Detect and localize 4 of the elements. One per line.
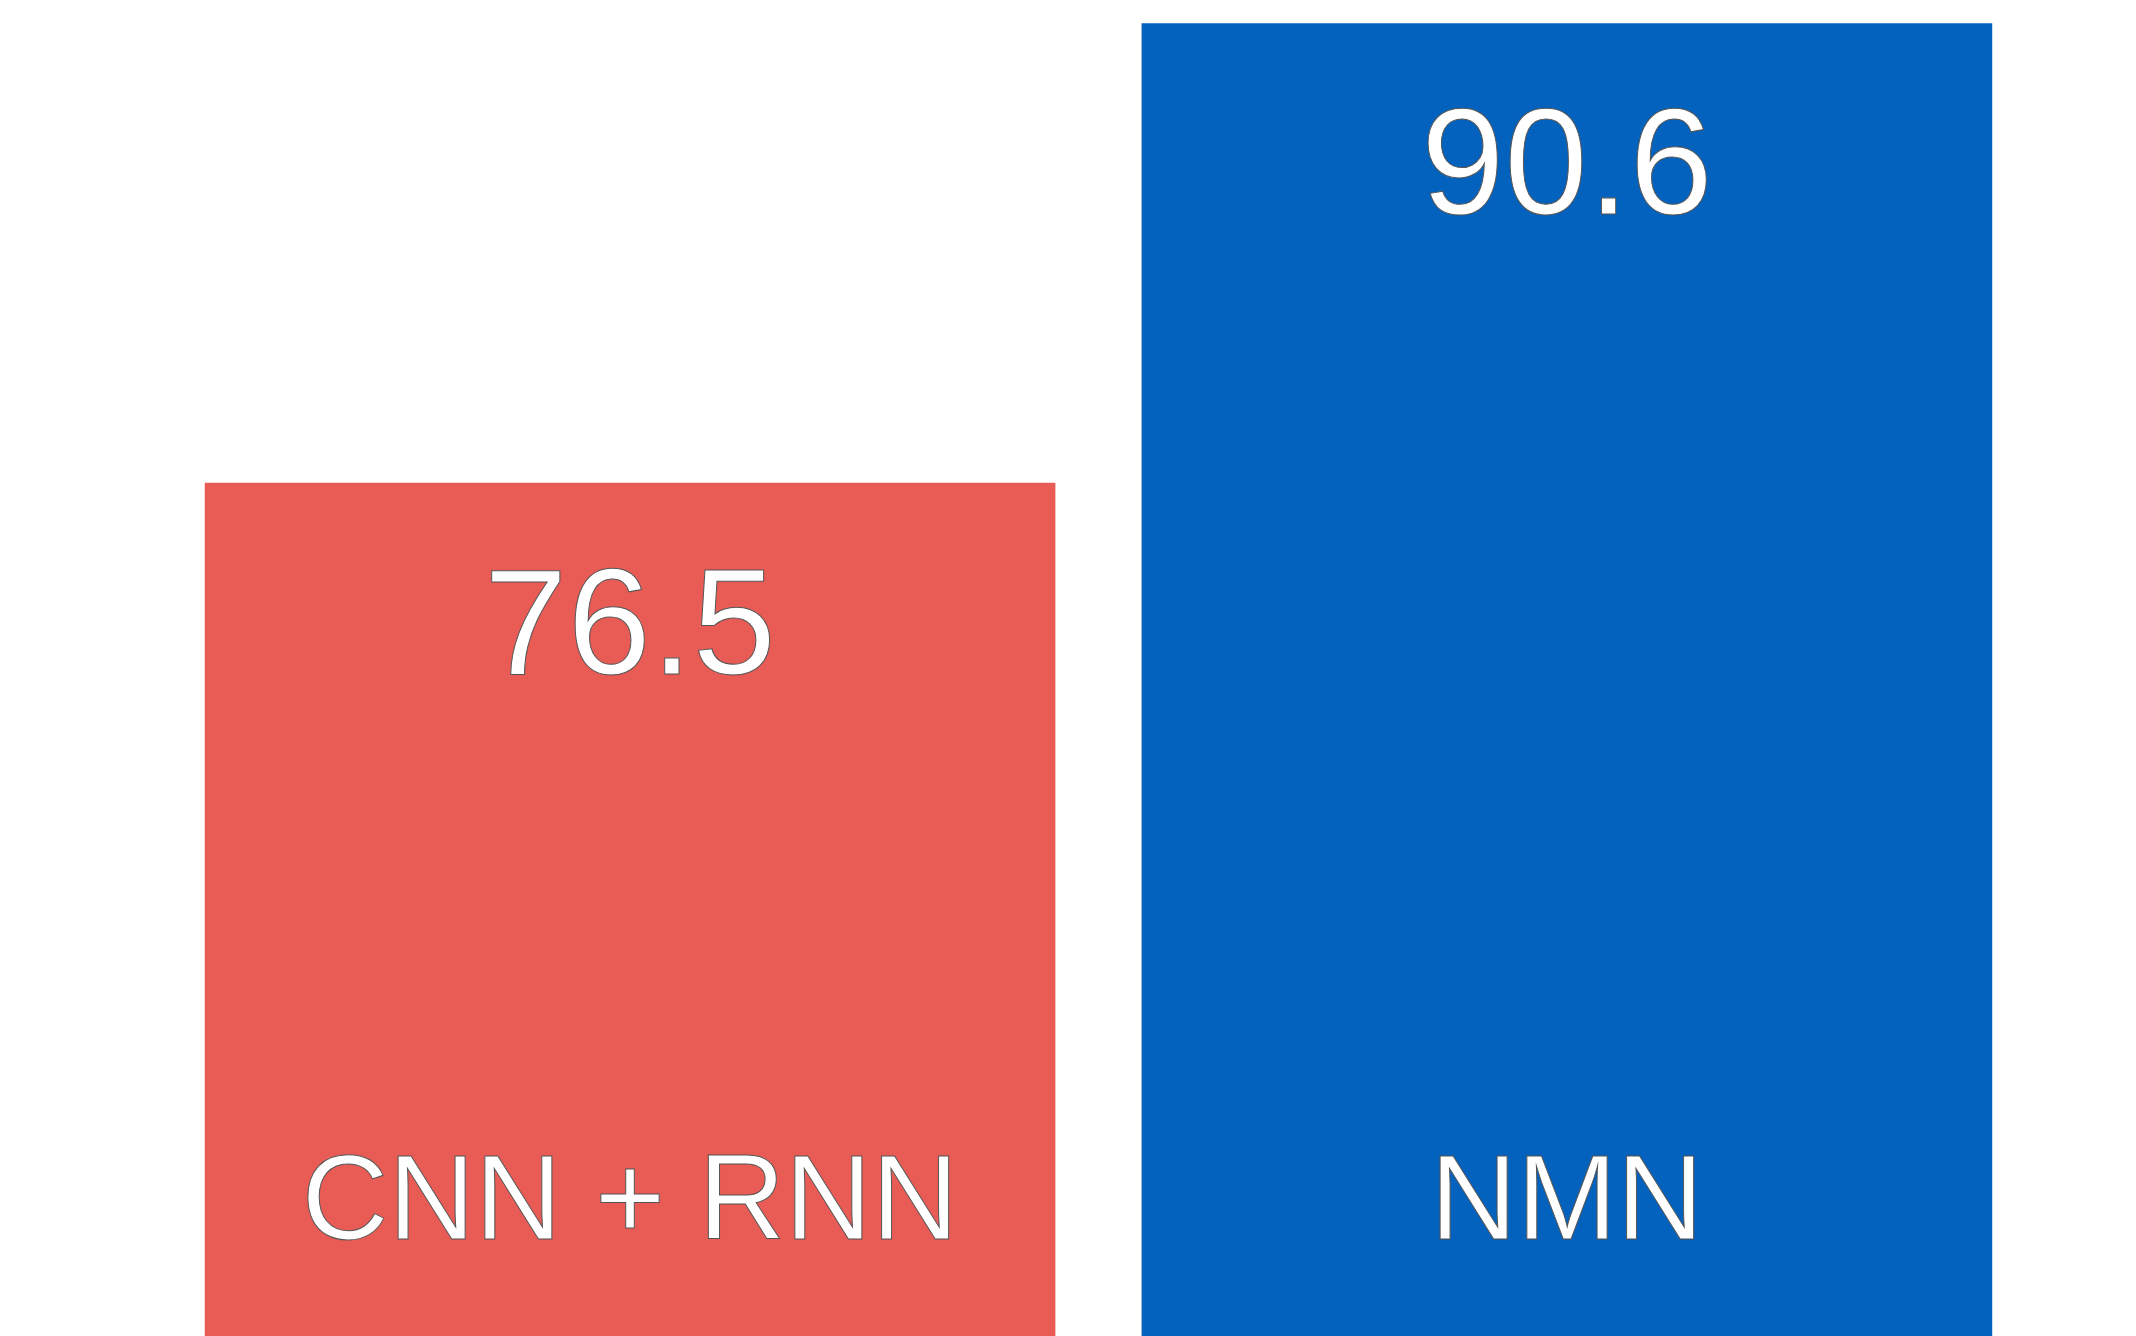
x-tick-label: CNN + RNN — [301, 1129, 959, 1264]
data-label: 76.5 — [484, 537, 777, 706]
x-tick-label: NMN — [1430, 1129, 1704, 1264]
data-label: 90.6 — [1420, 78, 1713, 247]
